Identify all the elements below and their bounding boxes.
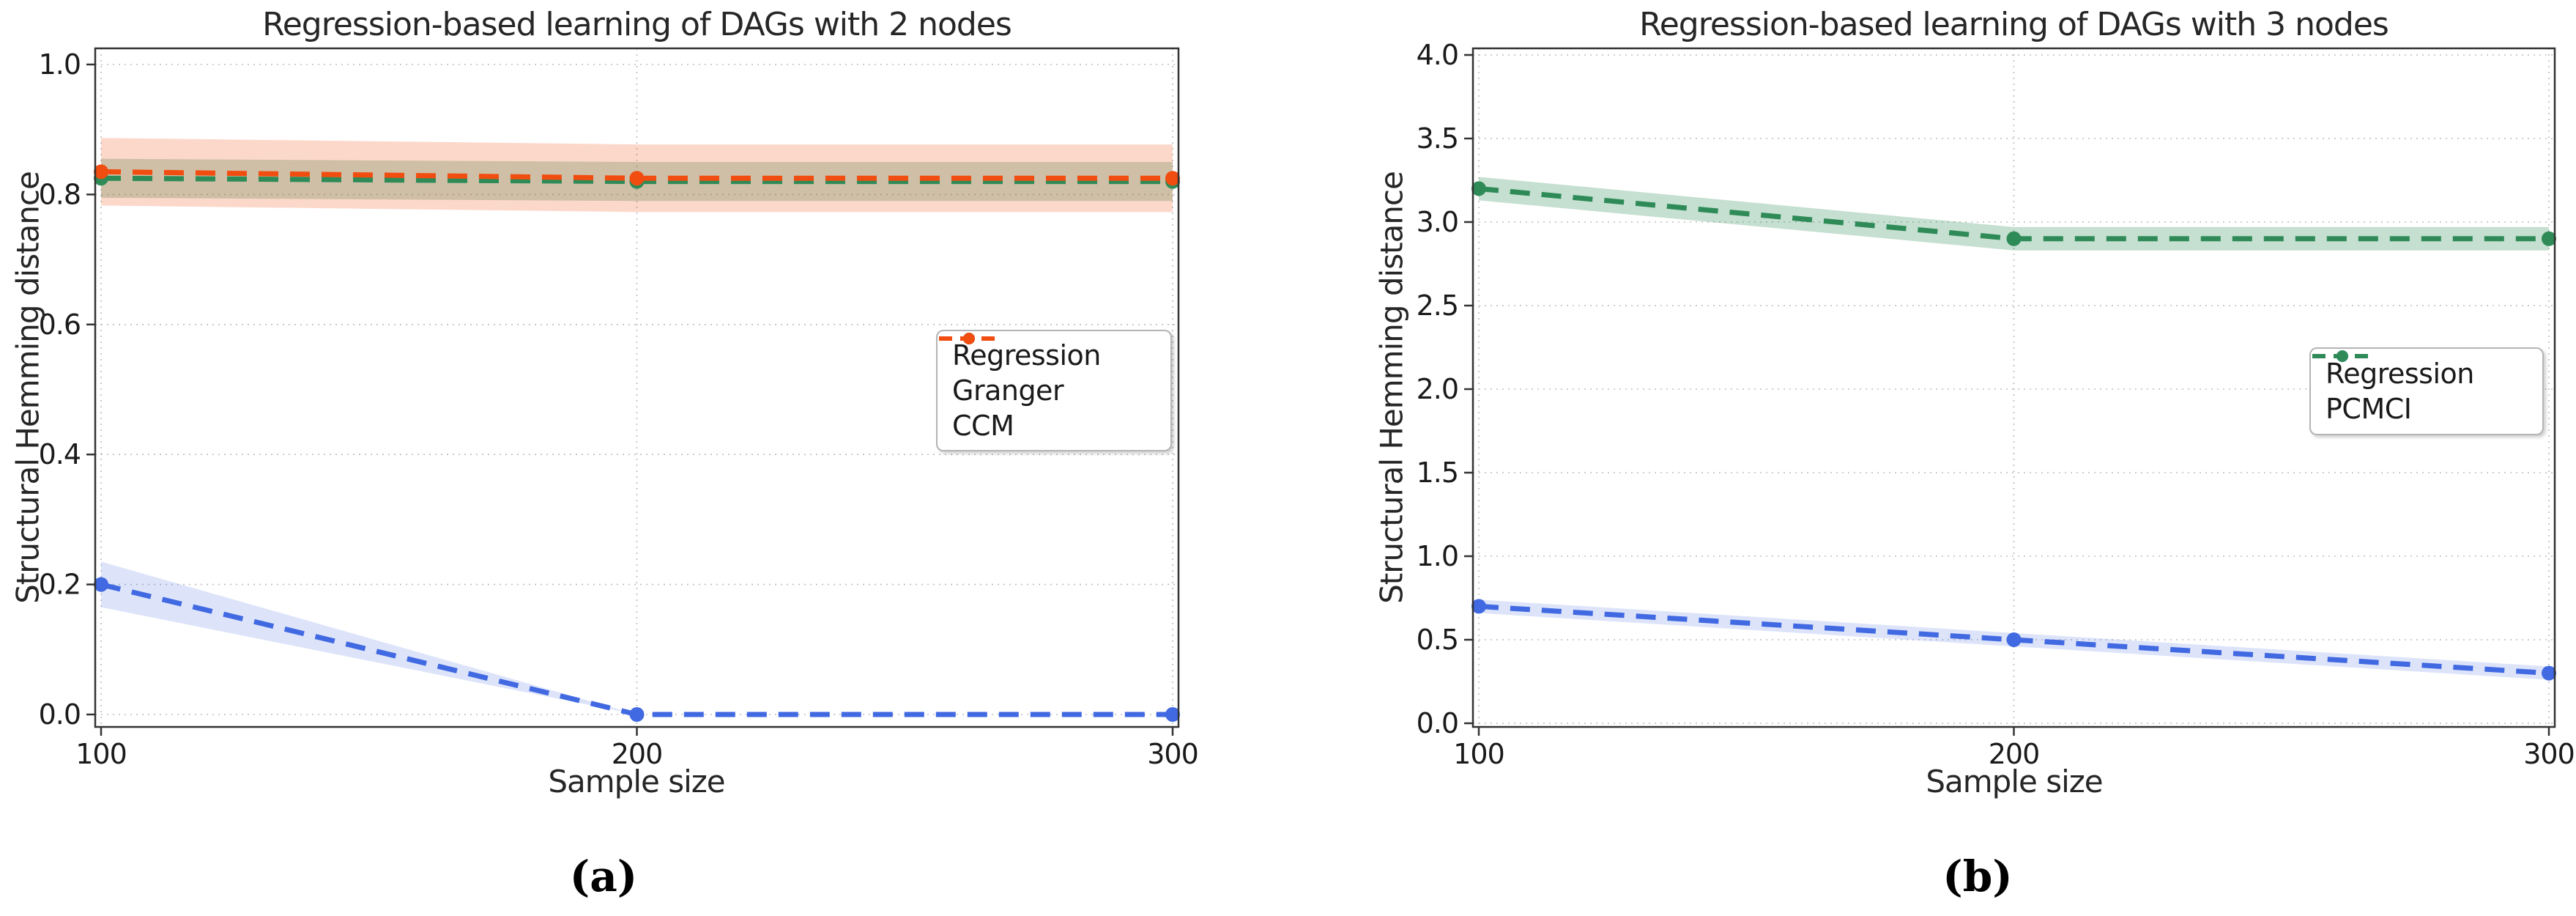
y-tick-label: 2.0 — [1417, 373, 1458, 405]
x-tick-label: 200 — [612, 738, 663, 770]
y-tick-label: 0.4 — [39, 438, 81, 470]
legend-label: Regression — [2326, 358, 2474, 390]
data-point-ccm — [94, 164, 108, 180]
legend-label: PCMCI — [2326, 393, 2412, 425]
data-point-pcmci — [2006, 231, 2022, 246]
confidence-band-pcmci — [1479, 177, 2549, 251]
subfigure-caption-b: (b) — [1942, 852, 2013, 901]
y-tick-label: 0.0 — [39, 698, 81, 731]
data-point-ccm — [629, 171, 645, 186]
x-tick-label: 100 — [75, 738, 127, 770]
y-tick-label: 4.0 — [1417, 39, 1458, 71]
data-point-pcmci — [2542, 231, 2556, 246]
data-point-regression — [2006, 632, 2022, 647]
x-tick-label: 200 — [1989, 738, 2040, 770]
data-point-regression — [94, 577, 108, 592]
subfigure-caption-a: (a) — [569, 852, 638, 901]
x-tick-label: 100 — [1453, 738, 1504, 770]
y-tick-label: 0.8 — [39, 178, 81, 210]
legend-marker-dot — [2336, 350, 2348, 362]
y-tick-label: 0.5 — [1417, 624, 1458, 656]
y-tick-label: 1.0 — [39, 48, 81, 81]
legend-item-ccm: CCM — [939, 333, 1151, 442]
x-tick-label: 300 — [2523, 738, 2575, 770]
legend-box-a: Regression Granger CCM — [936, 330, 1172, 451]
chart-title-a: Regression-based learning of DAGs with 2… — [262, 6, 1012, 43]
y-tick-label: 0.6 — [39, 309, 81, 341]
y-tick-label: 3.0 — [1417, 206, 1458, 238]
legend-box-b: Regression PCMCI — [2309, 347, 2544, 435]
data-point-regression — [1471, 599, 1486, 614]
legend-line-sample — [939, 333, 999, 344]
legend-line-sample — [2312, 350, 2372, 362]
confidence-band-regression — [101, 561, 1173, 714]
chart-panel-b: 0.0 0.5 1.0 1.5 2.0 2.5 3.0 3.5 4.0 100 200 300 Reg… — [1288, 0, 2576, 916]
legend-label: Granger — [952, 374, 1064, 407]
y-tick-label: 0.2 — [39, 569, 81, 601]
legend-label: CCM — [952, 410, 1014, 442]
chart-title-b: Regression-based learning of DAGs with 3… — [1639, 6, 2389, 43]
chart-canvas-b: 0.0 0.5 1.0 1.5 2.0 2.5 3.0 3.5 4.0 100 200 300 — [1417, 39, 2575, 770]
y-tick-label: 0.0 — [1417, 707, 1458, 739]
data-point-regression — [629, 707, 645, 722]
legend-label: Regression — [952, 339, 1101, 372]
x-axis-label-a: Sample size — [548, 764, 725, 799]
series-line-regression — [100, 582, 1173, 717]
chart-canvas-a: 0.0 0.2 0.4 0.6 0.8 1.0 100 200 300 — [39, 47, 1199, 770]
data-point-regression — [2542, 665, 2556, 681]
y-axis-label-a: Structural Hemming distance — [10, 171, 46, 604]
data-point-pcmci — [1471, 181, 1486, 196]
y-tick-label: 1.5 — [1417, 457, 1458, 489]
x-axis-label-b: Sample size — [1926, 764, 2103, 799]
x-tick-label: 300 — [1147, 738, 1198, 770]
y-tick-label: 3.5 — [1417, 122, 1458, 155]
legend-item-granger: Granger — [939, 333, 1151, 407]
chart-panel-a: 0.0 0.2 0.4 0.6 0.8 1.0 100 200 300 Regression-b… — [10, 6, 1199, 901]
data-point-ccm — [1165, 171, 1180, 186]
y-axis-label-b: Structural Hemming distance — [1373, 171, 1410, 604]
y-tick-label: 1.0 — [1417, 540, 1458, 572]
y-tick-label: 2.5 — [1417, 289, 1458, 322]
data-point-regression — [1165, 707, 1180, 722]
legend-item-pcmci: PCMCI — [2312, 350, 2523, 425]
legend-marker-dot — [963, 333, 975, 344]
